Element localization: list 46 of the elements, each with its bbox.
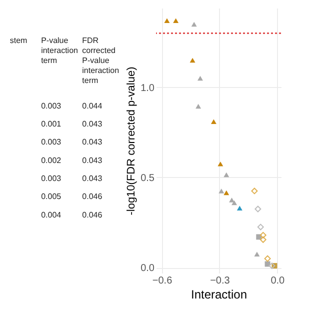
point (236, 206, 242, 210)
x-tick-label: −0.6 (152, 276, 173, 286)
point (224, 190, 230, 196)
point (173, 18, 179, 23)
text: 0.002 (41, 156, 62, 165)
point (210, 119, 216, 124)
point (164, 18, 170, 23)
text: 0.004 (41, 210, 62, 220)
y-axis-title: -log10(FDR corrected p-value) (126, 66, 138, 216)
point (224, 172, 230, 178)
y-tick-label: 0.0 (140, 263, 155, 274)
point (196, 104, 202, 109)
text: 0.003 (41, 101, 62, 110)
point (268, 262, 276, 270)
point (218, 188, 224, 194)
point (257, 224, 264, 230)
point (264, 255, 271, 262)
text: 0.046 (82, 210, 103, 220)
text: stem (10, 36, 28, 46)
text: 0.044 (82, 101, 103, 110)
text: 0.043 (82, 156, 103, 165)
text: 0.003 (41, 174, 62, 183)
point (260, 232, 266, 238)
point (260, 236, 266, 243)
point (251, 188, 258, 194)
point (232, 200, 238, 206)
point (191, 22, 197, 27)
text: P-value interaction term (41, 36, 78, 66)
x-axis-title: Interaction (190, 288, 248, 302)
point (254, 252, 260, 256)
text: 0.001 (41, 120, 62, 129)
text: 0.043 (82, 138, 103, 147)
text: 0.046 (82, 192, 103, 202)
point (190, 58, 196, 63)
text: 0.005 (41, 192, 62, 202)
text: FDR corrected P-value interaction term (82, 36, 120, 86)
x-tick-label: −0.3 (210, 276, 230, 286)
point (197, 76, 203, 81)
y-tick-label: 0.5 (140, 172, 155, 184)
point (254, 206, 262, 212)
text: 0.003 (41, 138, 62, 147)
text: 0.043 (82, 120, 103, 129)
text: 0.043 (82, 174, 103, 183)
y-tick-label: 1.0 (140, 82, 155, 94)
x-tick-label: 0.0 (270, 276, 286, 286)
point (218, 162, 224, 166)
